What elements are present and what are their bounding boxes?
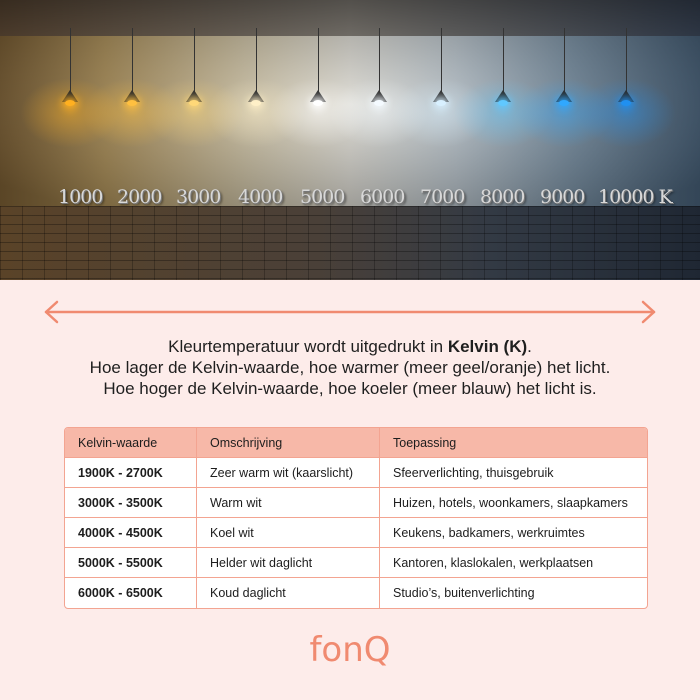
double-arrow-icon	[44, 300, 656, 324]
kelvin-label: 9000	[540, 186, 585, 208]
application-cell: Keukens, badkamers, werkruimtes	[379, 518, 647, 548]
pendant-lamp-icon	[453, 28, 553, 148]
pendant-lamp-icon	[514, 28, 614, 148]
ceiling	[0, 0, 700, 36]
fonq-logo: fonQ	[309, 630, 391, 670]
pendant-lamp-icon	[82, 28, 182, 148]
pendant-lamp-icon	[391, 28, 491, 148]
application-cell: Huizen, hotels, woonkamers, slaapkamers	[379, 488, 647, 518]
kelvin-cell: 3000K - 3500K	[65, 488, 196, 518]
pendant-lamp-icon	[268, 28, 368, 148]
application-cell: Kantoren, klaslokalen, werkplaatsen	[379, 548, 647, 578]
kelvin-label: 8000	[480, 186, 525, 208]
pendant-lamp-icon	[206, 28, 306, 148]
kelvin-label: 7000	[420, 186, 465, 208]
table-row: 3000K - 3500K Warm wit Huizen, hotels, woo…	[65, 488, 647, 518]
kelvin-label: 1000	[58, 186, 103, 208]
intro-line-1: Kleurtemperatuur wordt uitgedrukt in Kel…	[168, 337, 532, 356]
description-cell: Koel wit	[196, 518, 379, 548]
description-cell: Koud daglicht	[196, 578, 379, 608]
kelvin-label: 10000 K	[598, 186, 673, 208]
color-temperature-photo: 1000 2000 3000 4000 5000 6000 7000 8000 9000 1000…	[0, 0, 700, 280]
table-row: 1900K - 2700K Zeer warm wit (kaarslicht) S…	[65, 458, 647, 488]
kelvin-cell: 4000K - 4500K	[65, 518, 196, 548]
kelvin-label: 4000	[238, 186, 283, 208]
kelvin-cell: 6000K - 6500K	[78, 586, 163, 600]
kelvin-table: Kelvin-waarde Omschrijving Toepassing 19…	[64, 427, 648, 609]
description-cell: Helder wit daglicht	[196, 548, 379, 578]
kelvin-label: 5000	[300, 186, 345, 208]
kelvin-cell: 5000K - 5500K	[65, 548, 196, 578]
description-cell: Zeer warm wit (kaarslicht)	[196, 458, 379, 488]
wall	[0, 36, 700, 206]
pendant-lamp-icon	[576, 28, 676, 148]
header-application: Toepassing	[379, 428, 647, 458]
intro-line-3: Hoe hoger de Kelvin-waarde, hoe koeler (…	[103, 379, 597, 398]
pendant-lamp-icon	[144, 28, 244, 148]
application-cell: Sfeerverlichting, thuisgebruik	[379, 458, 647, 488]
table-row: 5000K - 5500K Helder wit daglicht Kantoren…	[65, 548, 647, 578]
pendant-lamp-icon	[20, 28, 120, 148]
kelvin-label: 6000	[360, 186, 405, 208]
header-kelvin: Kelvin-waarde	[65, 428, 196, 458]
table-header-row: Kelvin-waarde Omschrijving Toepassing	[65, 428, 647, 458]
kelvin-label: 3000	[176, 186, 221, 208]
header-description: Omschrijving	[196, 428, 379, 458]
kelvin-cell: 1900K - 2700K	[65, 458, 196, 488]
intro-line-2: Hoe lager de Kelvin-waarde, hoe warmer (…	[89, 358, 611, 377]
application-cell: Studio’s, buitenverlichting	[379, 578, 647, 608]
kelvin-emphasis: Kelvin (K)	[447, 337, 528, 356]
pendant-lamp-icon	[329, 28, 429, 148]
intro-text: Kleurtemperatuur wordt uitgedrukt in Kel…	[0, 336, 700, 399]
description-cell: Warm wit	[196, 488, 379, 518]
floor	[0, 206, 700, 280]
kelvin-label: 2000	[117, 186, 162, 208]
table-row: 6000K - 6500K Koud daglicht Studio’s, buit…	[65, 578, 647, 608]
table-row: 4000K - 4500K Koel wit Keukens, badkamers,…	[65, 518, 647, 548]
